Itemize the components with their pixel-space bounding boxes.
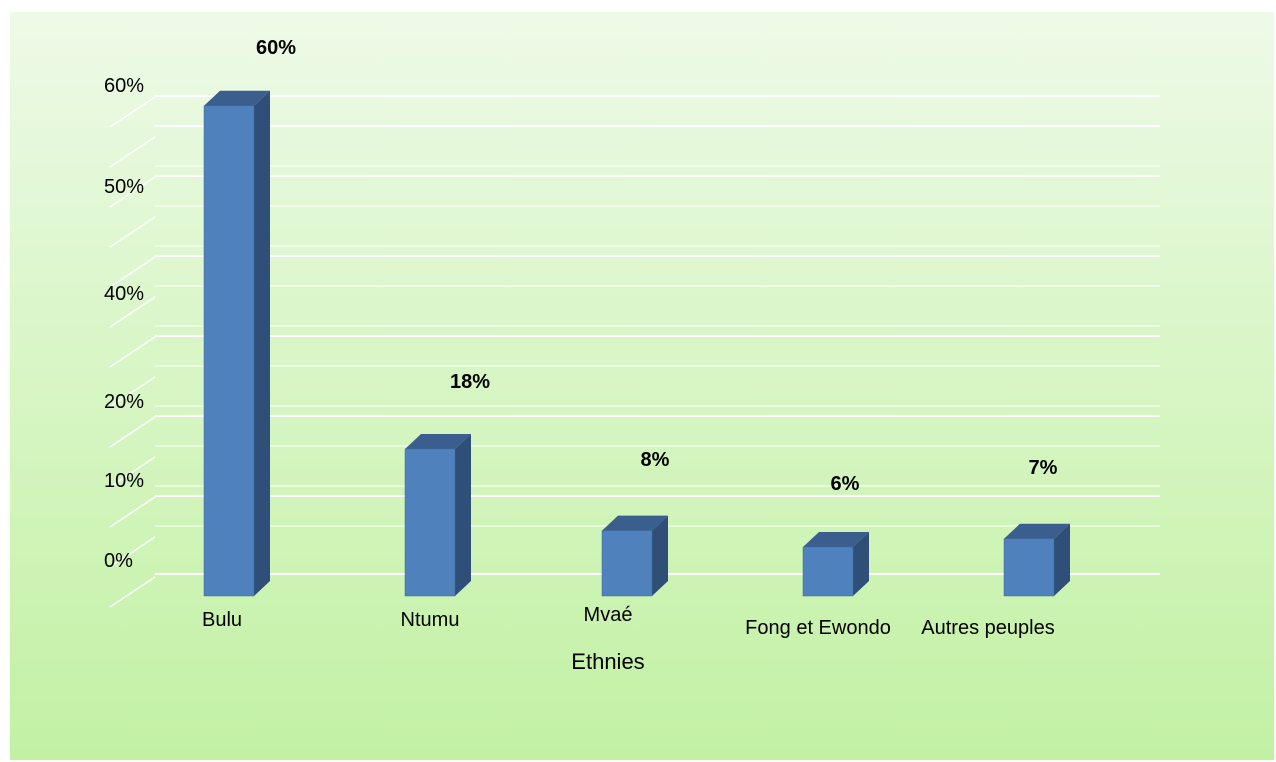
gridline-diagonal <box>109 256 156 288</box>
gridline-diagonal <box>109 96 156 128</box>
gridline-diagonal <box>109 176 156 208</box>
bar-front <box>802 546 854 597</box>
bar-front <box>203 105 255 597</box>
category-label: Autres peuples <box>921 617 1054 639</box>
data-label: 60% <box>256 37 296 59</box>
y-tick-label: 60% <box>104 75 144 97</box>
data-labels: 60% 18% 8% 6% 7% <box>256 37 1058 495</box>
bar <box>203 90 270 597</box>
category-label: Bulu <box>202 609 242 631</box>
bar-front <box>601 530 653 597</box>
y-tick-label: 10% <box>104 470 144 492</box>
category-label: Ntumu <box>401 609 460 631</box>
y-axis-ticks: 0% 10% 20% 40% 50% 60% <box>104 75 144 572</box>
gridline-diagonal <box>109 296 156 328</box>
bar-chart: 0% 10% 20% 40% 50% 60% 60% 18% 8% 6% 7% Bulu Ntumu… <box>104 37 1160 674</box>
gridline-diagonal <box>109 416 156 448</box>
bar-side <box>455 433 471 596</box>
category-label: Mvaé <box>584 604 633 626</box>
bar-side <box>652 515 668 596</box>
gridline-diagonal <box>109 136 156 168</box>
bar-side <box>1054 523 1070 596</box>
data-label: 6% <box>831 473 860 495</box>
y-tick-label: 40% <box>104 283 144 305</box>
y-tick-label: 0% <box>104 550 133 572</box>
gridlines <box>109 95 1160 608</box>
bar <box>1003 523 1070 597</box>
data-label: 18% <box>450 371 490 393</box>
bar <box>404 433 471 597</box>
gridline-diagonal <box>109 456 156 488</box>
x-axis-title: Ethnies <box>571 649 644 674</box>
bar-top <box>405 433 471 449</box>
bars <box>203 90 1070 597</box>
bar-top <box>204 90 270 106</box>
bar-side <box>254 90 270 597</box>
x-axis-categories: Bulu Ntumu Mvaé Fong et Ewondo Autres peuple… <box>202 604 1055 639</box>
gridline-diagonal <box>109 496 156 528</box>
y-tick-label: 50% <box>104 176 144 198</box>
gridline-diagonal <box>109 576 156 608</box>
gridline-diagonal <box>109 536 156 568</box>
bar-top <box>1004 523 1070 539</box>
data-label: 8% <box>641 449 670 471</box>
chart-area: 0% 10% 20% 40% 50% 60% 60% 18% 8% 6% 7% Bulu Ntumu… <box>10 12 1274 760</box>
bar-top <box>803 531 869 547</box>
bar-top <box>602 515 668 531</box>
data-label: 7% <box>1029 457 1058 479</box>
category-label: Fong et Ewondo <box>745 617 891 639</box>
gridline-diagonal <box>109 376 156 408</box>
bar-side <box>853 531 869 596</box>
bar-front <box>1003 538 1055 597</box>
gridline-diagonal <box>109 336 156 368</box>
bar-front <box>404 448 456 597</box>
bar <box>802 531 869 597</box>
bar <box>601 515 668 597</box>
y-tick-label: 20% <box>104 391 144 413</box>
gridline-diagonal <box>109 216 156 248</box>
